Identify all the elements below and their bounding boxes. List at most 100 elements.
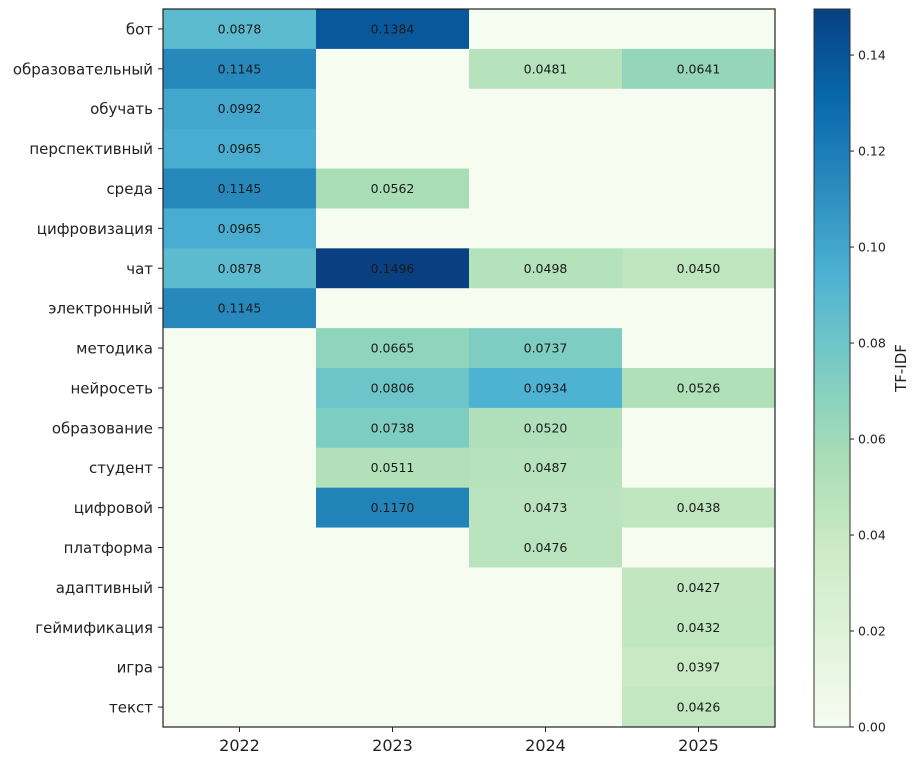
cell-value-label: 0.0438 (677, 500, 721, 515)
cell-value-label: 0.0934 (524, 380, 568, 395)
cell-value-label: 0.0992 (218, 101, 262, 116)
y-tick-label: образование (52, 419, 153, 437)
cell-value-label: 0.0526 (677, 380, 721, 395)
heatmap-cell (622, 607, 776, 648)
x-tick-label: 2024 (525, 736, 566, 755)
colorbar: 0.00 0.02 0.04 0.06 0.08 0.10 0.12 0.14 TF-IDF (813, 8, 910, 735)
heatmap-cell (316, 368, 470, 409)
heatmap-cell (163, 567, 317, 608)
cell-value-label: 0.0498 (524, 261, 568, 276)
heatmap-cell (163, 647, 317, 688)
cell-value-label: 0.1384 (371, 21, 415, 36)
y-tick-label: игра (117, 659, 153, 677)
heatmap-cell (469, 687, 623, 728)
y-tick-label: платформа (64, 539, 153, 557)
heatmap-cell (316, 88, 470, 130)
x-tick-label: 2025 (678, 736, 719, 755)
cell-value-label: 0.1170 (371, 500, 415, 515)
cell-value-label: 0.0878 (218, 261, 262, 276)
colorbar-tick-label: 0.10 (858, 240, 886, 255)
heatmap-cell (469, 647, 623, 688)
heatmap-cell (622, 248, 776, 289)
heatmap-cell (163, 487, 317, 529)
cell-value-label: 0.0427 (677, 580, 721, 595)
heatmap-cell (163, 687, 317, 728)
plot-frame (162, 8, 776, 728)
y-tick-label: электронный (48, 300, 153, 318)
cell-value-label: 0.0878 (218, 21, 262, 36)
x-axis: 2022 2023 2024 2025 (219, 727, 719, 755)
x-tick-label: 2023 (372, 736, 413, 755)
y-tick-label: перспективный (29, 140, 153, 158)
heatmap-cell (316, 647, 470, 688)
heatmap-cell (622, 48, 776, 90)
heatmap-cell (622, 128, 776, 170)
heatmap-cell (469, 128, 623, 170)
cell-value-label: 0.0487 (524, 460, 568, 475)
heatmap-cell (163, 9, 317, 50)
colorbar-tick-label: 0.00 (858, 720, 886, 735)
heatmap-cell (163, 328, 317, 369)
cell-value-label: 0.0481 (524, 61, 568, 76)
colorbar-tick-label: 0.08 (858, 336, 886, 351)
heatmap-cell (622, 407, 776, 449)
heatmap-cell (163, 368, 317, 409)
heatmap-cell (469, 168, 623, 209)
cell-value-label: 0.0738 (371, 420, 415, 435)
colorbar-tick-label: 0.12 (858, 144, 886, 159)
x-tick-label: 2022 (219, 736, 260, 755)
heatmap-cell (163, 447, 317, 489)
cell-value-label: 0.0450 (677, 261, 721, 276)
cell-value-label: 0.1145 (218, 61, 262, 76)
heatmap-cell (469, 527, 623, 568)
heatmap-cell (469, 487, 623, 529)
y-tick-label: студент (89, 459, 153, 477)
cell-value-label: 0.0965 (218, 221, 262, 236)
heatmap-cell (469, 9, 623, 50)
heatmap-cell (163, 168, 317, 209)
cell-value-label: 0.1496 (371, 261, 415, 276)
heatmap-cell (316, 9, 470, 50)
colorbar-tick-label: 0.02 (858, 624, 886, 639)
colorbar-label: TF-IDF (892, 344, 910, 393)
heatmap-cell (163, 88, 317, 130)
heatmap-cell (469, 248, 623, 289)
y-tick-label: бот (126, 20, 153, 38)
cell-value-label: 0.0806 (371, 380, 415, 395)
y-tick-label: нейросеть (70, 379, 153, 397)
colorbar-tick-label: 0.14 (858, 48, 886, 63)
y-tick-label: цифровой (74, 499, 153, 517)
heatmap-cell (622, 208, 776, 249)
cell-value-label: 0.1145 (218, 301, 262, 316)
colorbar-tick-label: 0.06 (858, 432, 886, 447)
cell-value-label: 0.0520 (524, 420, 568, 435)
heatmap-cell (316, 487, 470, 529)
heatmap-cell (163, 527, 317, 568)
heatmap-cell (316, 567, 470, 608)
y-tick-label: адаптивный (56, 579, 153, 597)
heatmap-cell (622, 447, 776, 489)
heatmap-cell (469, 567, 623, 608)
heatmap-cell (316, 128, 470, 170)
cell-value-label: 0.0511 (371, 460, 415, 475)
cell-value-label: 0.1145 (218, 181, 262, 196)
heatmap-cell (469, 447, 623, 489)
heatmap-cell (316, 447, 470, 489)
y-tick-label: обучать (90, 100, 153, 118)
heatmap-cell (622, 88, 776, 130)
heatmap-cell (163, 128, 317, 170)
y-tick-label: текст (109, 699, 153, 717)
heatmap-cell (469, 48, 623, 90)
cell-value-label: 0.0562 (371, 181, 415, 196)
heatmap-cell (469, 368, 623, 409)
heatmap-cell (316, 527, 470, 568)
y-tick-label: среда (106, 180, 153, 198)
heatmap-cell (622, 567, 776, 608)
cell-value-label: 0.0965 (218, 141, 262, 156)
heatmap-cell (316, 328, 470, 369)
heatmap-cell (622, 9, 776, 50)
cell-value-label: 0.0432 (677, 620, 721, 635)
heatmap-cell (316, 607, 470, 648)
cell-value-label: 0.0397 (677, 660, 721, 675)
